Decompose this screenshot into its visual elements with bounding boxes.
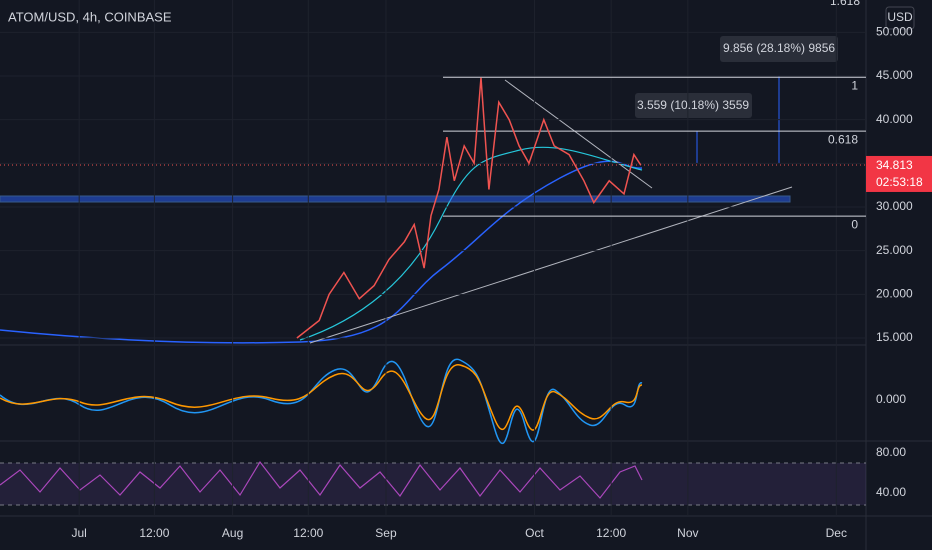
rsi-tick-label: 40.00 — [876, 485, 906, 499]
price-line — [296, 77, 642, 339]
rsi-tick-label: 80.00 — [876, 445, 906, 459]
x-tick-label: Sep — [375, 526, 397, 540]
x-tick-label: Oct — [525, 526, 544, 540]
x-tick-label: Nov — [677, 526, 698, 540]
chart-title: ATOM/USD, 4h, COINBASE — [8, 9, 172, 24]
y-tick-label: 15.000 — [876, 330, 913, 344]
trend-line — [504, 79, 653, 189]
trend-line — [309, 186, 793, 344]
y-tick-label: 20.000 — [876, 287, 913, 301]
y-tick-label: 50.000 — [876, 24, 913, 38]
last-price-box — [866, 155, 932, 192]
last-price-label: 34.813 — [876, 158, 913, 172]
y-tick-label: 30.000 — [876, 199, 913, 213]
x-tick-label: 12:00 — [139, 526, 169, 540]
signal-line — [0, 364, 643, 431]
moving-average — [299, 146, 643, 341]
y-tick-label: 25.000 — [876, 243, 913, 257]
fib-label: 1.618 — [830, 0, 860, 8]
x-tick-label: Jul — [72, 526, 87, 540]
oscillator-tick-label: 0.000 — [876, 392, 906, 406]
measure-label: 3.559 (10.18%) 3559 — [637, 98, 749, 112]
currency-button[interactable] — [885, 6, 915, 30]
rsi-band — [0, 463, 866, 505]
fib-label: 0 — [851, 217, 858, 231]
measure-label: 9.856 (28.18%) 9856 — [723, 41, 835, 55]
x-tick-label: Aug — [222, 526, 243, 540]
support-zone — [0, 195, 791, 203]
measure-box — [720, 36, 838, 62]
y-tick-label: 45.000 — [876, 68, 913, 82]
x-tick-label: 12:00 — [293, 526, 323, 540]
currency[interactable]: USD — [887, 10, 913, 24]
countdown-label: 02:53:18 — [876, 175, 923, 189]
measure-box — [635, 93, 752, 118]
fib-label: 1 — [851, 78, 858, 92]
x-tick-label: Dec — [826, 526, 847, 540]
moving-average — [0, 160, 643, 344]
rsi-line — [0, 460, 643, 499]
x-tick-label: 12:00 — [596, 526, 626, 540]
fib-label: 0.618 — [828, 132, 858, 146]
y-tick-label: 40.000 — [876, 112, 913, 126]
